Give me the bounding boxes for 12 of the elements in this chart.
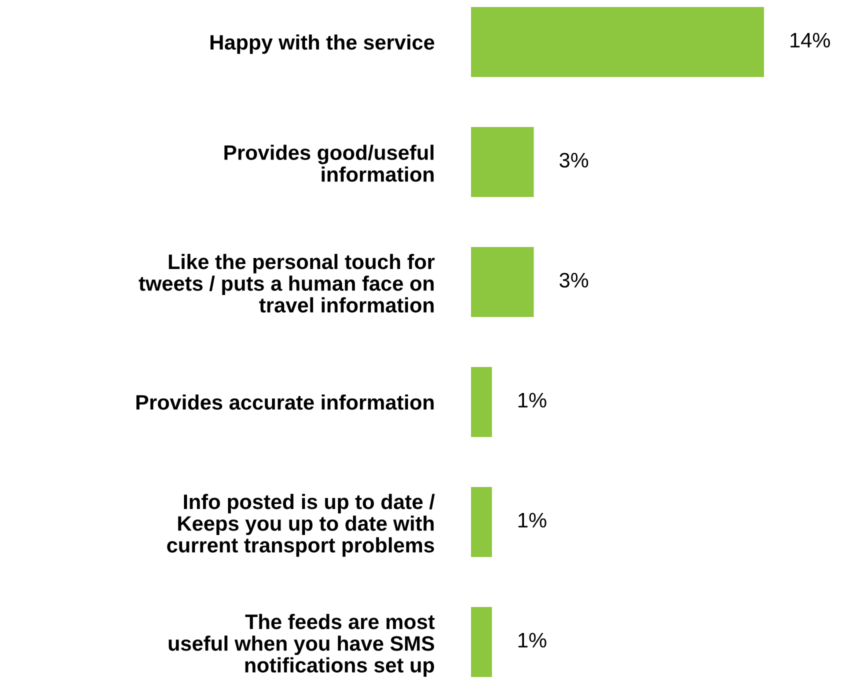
y-tick-label: Info posted is up to date / Keeps you up to date with current transport problems: [167, 494, 435, 557]
y-tick-label: Like the personal touch for tweets / puts a human face on travel information: [138, 254, 435, 313]
data-label: 1%: [518, 392, 546, 408]
data-label: 14%: [790, 32, 830, 48]
y-tick-label: The feeds are most useful when you have SMS notifications set up: [168, 614, 435, 677]
data-label: 1%: [518, 512, 546, 528]
data-label: 3%: [560, 272, 588, 288]
y-tick-label: Provides good/useful information: [224, 144, 434, 182]
y-tick-label: Provides accurate information: [136, 394, 434, 410]
y-tick-label: Happy with the service: [210, 34, 434, 54]
data-label: 1%: [518, 632, 546, 648]
data-label: 3%: [560, 152, 588, 168]
